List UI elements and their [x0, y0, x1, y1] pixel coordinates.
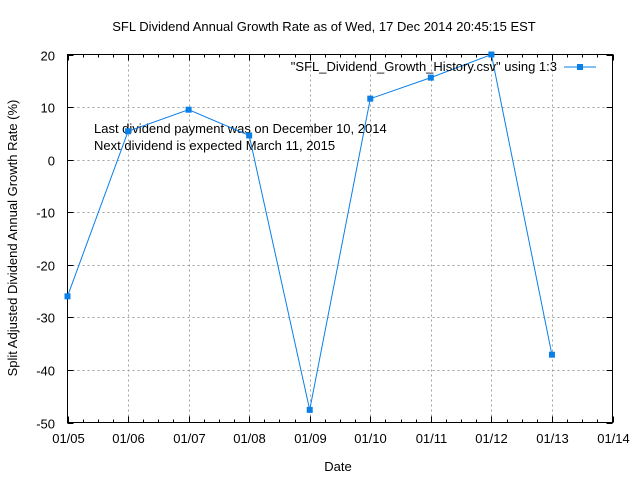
- y-tick-label: -30: [36, 311, 55, 326]
- y-tick-label: 0: [48, 154, 55, 169]
- x-tick-label: 01/11: [416, 431, 448, 446]
- data-point: [125, 128, 132, 135]
- x-tick-label: 01/12: [475, 431, 508, 446]
- legend-label: "SFL_Dividend_Growth_History.csv" using …: [291, 59, 557, 74]
- x-tick-label: 01/13: [536, 431, 569, 446]
- data-point: [306, 406, 313, 413]
- y-tick-label: 10: [41, 101, 55, 116]
- data-point: [64, 293, 71, 300]
- y-tick-label: -20: [36, 259, 55, 274]
- y-tick-label: -10: [36, 206, 55, 221]
- data-point: [246, 132, 253, 139]
- x-tick-label: 01/06: [112, 431, 145, 446]
- annotation-next-dividend: Next dividend is expected March 11, 2015: [94, 138, 335, 153]
- x-tick-label: 01/05: [52, 431, 85, 446]
- y-axis-label: Split Adjusted Dividend Annual Growth Ra…: [5, 100, 20, 377]
- y-tick-label: 20: [41, 49, 55, 64]
- data-point: [427, 74, 434, 81]
- x-tick-labels: 01/05 01/06 01/07 01/08 01/09 01/10 01/11 01/12…: [52, 431, 630, 446]
- axis-ticks: [67, 54, 614, 424]
- y-tick-label: -40: [36, 364, 55, 379]
- x-tick-label: 01/09: [294, 431, 327, 446]
- y-tick-labels: 20 10 0 -10 -20 -30 -40 -50: [36, 49, 55, 432]
- y-tick-label: -50: [36, 417, 55, 432]
- data-point: [488, 51, 495, 58]
- x-tick-label: 01/07: [173, 431, 206, 446]
- grid: [67, 54, 613, 423]
- x-tick-label: 01/08: [233, 431, 266, 446]
- x-axis-label: Date: [324, 459, 351, 474]
- legend: "SFL_Dividend_Growth_History.csv" using …: [291, 59, 596, 74]
- plot-frame: [67, 54, 613, 423]
- data-point: [185, 106, 192, 113]
- annotation-last-dividend: Last dividend payment was on December 10…: [94, 121, 387, 136]
- x-tick-label: 01/10: [354, 431, 387, 446]
- chart-title: SFL Dividend Annual Growth Rate as of We…: [112, 19, 536, 34]
- legend-marker: [577, 64, 583, 70]
- data-point: [367, 95, 374, 102]
- data-point: [548, 351, 555, 358]
- x-tick-label: 01/14: [597, 431, 630, 446]
- series-layer: [64, 51, 555, 413]
